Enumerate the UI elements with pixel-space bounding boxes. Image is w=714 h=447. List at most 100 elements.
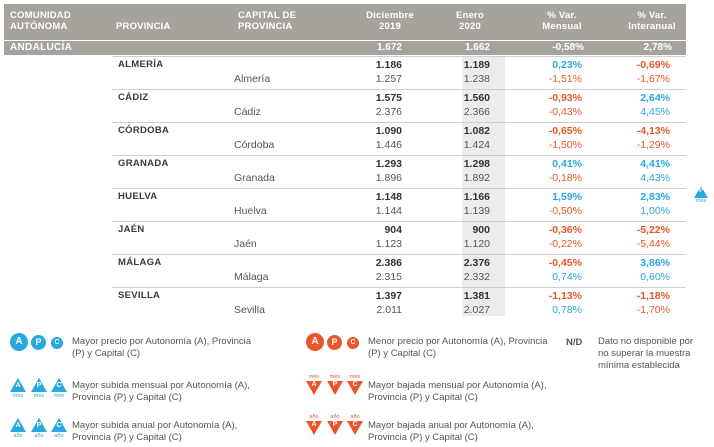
autonomia-mens: -0,58%	[552, 42, 584, 53]
autonomia-row: ANDALUCÍA 1.672 1.662 -0,58% 2,78%	[4, 41, 686, 55]
triangle-up-c-year-icon	[51, 418, 67, 432]
cap-mens: -1,50%	[548, 139, 582, 151]
triangle-down-a-icon	[306, 381, 322, 395]
prov-inter: -0,69%	[636, 59, 670, 71]
prov-ene: 1.189	[463, 59, 490, 71]
legend-nd-code: N/D	[566, 337, 583, 348]
capital-name: Granada	[234, 172, 275, 184]
header-enero: Enero 2020	[456, 10, 484, 32]
cap-mens: -0,18%	[548, 172, 582, 184]
province-row-granada: GRANADA Granada 1.293 1.298 0,41% 4,41% …	[112, 155, 686, 189]
capital-name: Almería	[234, 73, 271, 85]
prov-inter: -1,18%	[636, 290, 670, 302]
cap-dic: 1.896	[375, 172, 402, 184]
prov-inter: 4,41%	[640, 158, 670, 170]
cap-dic: 1.257	[375, 73, 402, 85]
row-separator	[112, 254, 686, 255]
cap-mens: -0,43%	[548, 106, 582, 118]
cap-dic: 1.123	[375, 238, 402, 250]
triangle-down-a-year-icon	[306, 421, 322, 435]
header-mensual: % Var. Mensual	[542, 10, 582, 32]
triangle-up-icon: P	[694, 186, 708, 198]
legend-min-year: Mayor bajada anual por Autonomía (A), Pr…	[368, 420, 534, 443]
cap-mens: 0,74%	[552, 271, 582, 283]
prov-ene: 900	[472, 224, 490, 236]
capital-name: Huelva	[234, 205, 267, 217]
cap-inter: -1,29%	[636, 139, 670, 151]
triangle-up-a-year-icon	[10, 418, 26, 432]
province-name: HUELVA	[118, 191, 158, 202]
legend-nd-text: Dato no disponible por no superar la mue…	[598, 336, 694, 371]
cap-mens: -0,50%	[548, 205, 582, 217]
marker-letter: P	[698, 188, 703, 194]
prov-dic: 904	[384, 224, 402, 236]
cap-inter: 1,00%	[640, 205, 670, 217]
autonomia-dic: 1.672	[376, 42, 402, 53]
capital-name: Málaga	[234, 271, 269, 283]
prov-dic: 1.575	[375, 92, 402, 104]
province-row-jaen: JAÉN Jaén 904 900 -0,36% -5,22% 1.123 1.…	[112, 221, 686, 255]
header-interanual: % Var. Interanual	[628, 10, 676, 32]
province-name: ALMERÍA	[118, 59, 164, 70]
prov-mens: 0,23%	[552, 59, 582, 71]
province-name: SEVILLA	[118, 290, 161, 301]
header-diciembre: Diciembre 2019	[366, 10, 414, 32]
autonomia-name: ANDALUCÍA	[10, 42, 73, 53]
cap-inter: -1,70%	[636, 304, 670, 316]
cap-ene: 1.139	[463, 205, 490, 217]
row-separator	[112, 188, 686, 189]
province-row-cadiz: CÁDIZ Cádiz 1.575 1.560 -0,93% 2,64% 2.3…	[112, 89, 686, 123]
circle-a-blue-icon: A	[10, 333, 28, 351]
prov-inter: -4,13%	[636, 125, 670, 137]
province-name: MÁLAGA	[118, 257, 162, 268]
prov-inter: 2,83%	[640, 191, 670, 203]
province-row-huelva: HUELVA Huelva 1.148 1.166 1,59% 2,83% 1.…	[112, 188, 686, 222]
triangle-up-c-icon	[51, 378, 67, 392]
header-comunidad: COMUNIDAD AUTÓNOMA	[10, 10, 71, 32]
row-separator	[112, 56, 686, 57]
header-provincia: PROVINCIA	[116, 21, 171, 32]
prov-ene: 1.381	[463, 290, 490, 302]
row-separator	[112, 89, 686, 90]
capital-name: Jaén	[234, 238, 257, 250]
prov-dic: 1.090	[375, 125, 402, 137]
legend-max-year: Mayor subida anual por Autonomía (A), Pr…	[72, 420, 238, 443]
cap-dic: 1.144	[375, 205, 402, 217]
autonomia-ene: 1.662	[464, 42, 490, 53]
cap-inter: 4,43%	[640, 172, 670, 184]
cap-ene: 1.120	[463, 238, 490, 250]
prov-mens: -0,45%	[548, 257, 582, 269]
table-header: COMUNIDAD AUTÓNOMA PROVINCIA CAPITAL DE …	[4, 4, 686, 40]
prov-dic: 1.186	[375, 59, 402, 71]
prov-inter: -5,22%	[636, 224, 670, 236]
triangle-down-c-year-icon	[347, 421, 363, 435]
province-name: GRANADA	[118, 158, 169, 169]
prov-dic: 2.386	[375, 257, 402, 269]
province-row-almeria: ALMERÍA Almería 1.186 1.189 0,23% -0,69%…	[112, 56, 686, 90]
prov-dic: 1.293	[375, 158, 402, 170]
marker-sub: mes	[695, 198, 707, 204]
prov-mens: 0,41%	[552, 158, 582, 170]
circle-p-blue-icon: P	[31, 335, 46, 350]
capital-name: Cádiz	[234, 106, 261, 118]
prov-mens: -1,13%	[548, 290, 582, 302]
capital-name: Sevilla	[234, 304, 265, 316]
cap-ene: 2.332	[463, 271, 490, 283]
triangle-down-c-icon	[347, 381, 363, 395]
prov-inter: 2,64%	[640, 92, 670, 104]
prov-ene: 2.376	[463, 257, 490, 269]
prov-inter: 3,86%	[640, 257, 670, 269]
cap-mens: -0,22%	[548, 238, 582, 250]
row-separator	[112, 155, 686, 156]
row-separator	[112, 122, 686, 123]
cap-inter: 4,45%	[640, 106, 670, 118]
legend-min-month: Mayor bajada mensual por Autonomía (A), …	[368, 380, 547, 403]
prov-dic: 1.148	[375, 191, 402, 203]
province-row-malaga: MÁLAGA Málaga 2.386 2.376 -0,45% 3,86% 2…	[112, 254, 686, 288]
province-row-sevilla: SEVILLA Sevilla 1.397 1.381 -1,13% -1,18…	[112, 287, 686, 321]
cap-dic: 1.446	[375, 139, 402, 151]
circle-c-orange-icon: C	[347, 337, 359, 349]
prov-mens: -0,36%	[548, 224, 582, 236]
triangle-up-p-year-icon	[31, 418, 47, 432]
circle-p-orange-icon: P	[327, 335, 342, 350]
